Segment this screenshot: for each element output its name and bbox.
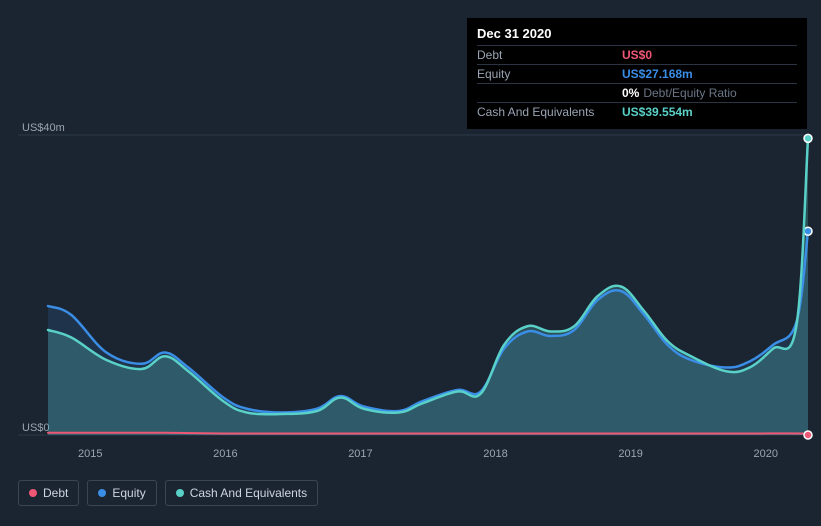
x-axis-tick: 2019 [618, 448, 642, 460]
chart-legend: Debt Equity Cash And Equivalents [18, 480, 318, 506]
legend-label: Cash And Equivalents [190, 486, 307, 500]
legend-item-equity[interactable]: Equity [87, 480, 156, 506]
x-axis-tick: 2016 [213, 448, 237, 460]
x-axis-labels: 2015 2016 2017 2018 2019 2020 [48, 448, 808, 460]
x-axis-tick: 2017 [348, 448, 372, 460]
legend-label: Debt [43, 486, 68, 500]
x-axis-tick: 2020 [753, 448, 777, 460]
x-axis-tick: 2015 [78, 448, 102, 460]
legend-dot-icon [98, 489, 106, 497]
legend-item-debt[interactable]: Debt [18, 480, 79, 506]
financial-chart[interactable] [0, 0, 821, 470]
legend-dot-icon [176, 489, 184, 497]
legend-item-cash[interactable]: Cash And Equivalents [165, 480, 318, 506]
x-axis-tick: 2018 [483, 448, 507, 460]
legend-dot-icon [29, 489, 37, 497]
legend-label: Equity [112, 486, 145, 500]
